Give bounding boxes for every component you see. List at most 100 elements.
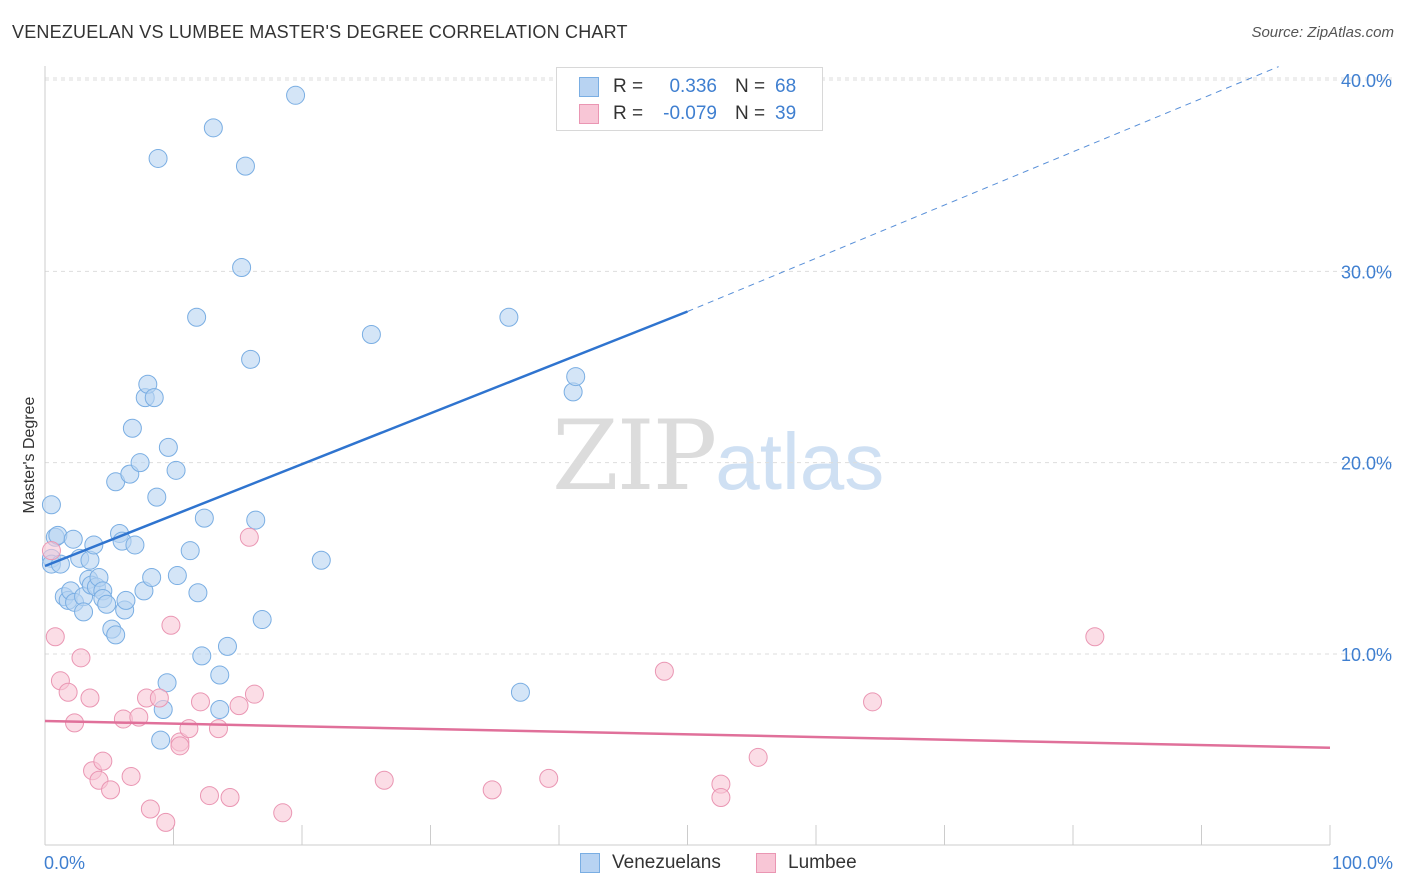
source-label: Source: ZipAtlas.com — [1251, 24, 1394, 41]
lumbee-point — [1085, 627, 1105, 647]
venezuelan-point — [144, 388, 164, 408]
venezuelan-point — [210, 665, 230, 685]
venezuelan-trend-extension — [687, 66, 1279, 312]
series-legend-label: Lumbee — [788, 852, 857, 873]
venezuelan-point — [151, 730, 171, 750]
venezuelan-point — [217, 636, 237, 656]
venezuelan-point — [187, 307, 207, 327]
y-tick-label: 40.0% — [1341, 71, 1392, 91]
venezuelan-point — [232, 258, 252, 278]
lumbee-point — [93, 751, 113, 771]
venezuelan-point — [499, 307, 519, 327]
lumbee-points — [41, 527, 1105, 832]
lumbee-point — [863, 692, 883, 712]
lumbee-point — [149, 688, 169, 708]
venezuelan-point — [125, 535, 145, 555]
venezuelan-point — [106, 625, 126, 645]
lumbee-point — [539, 768, 559, 788]
series-legend: Venezuelans Lumbee — [0, 852, 1406, 876]
venezuelan-point — [566, 367, 586, 387]
lumbee-swatch — [579, 104, 599, 124]
venezuelan-point — [361, 324, 381, 344]
lumbee-point — [199, 786, 219, 806]
x-tick-label: 100.0% — [1332, 853, 1393, 873]
venezuelan-point — [63, 529, 83, 549]
legend-n-label: N = — [735, 103, 766, 124]
venezuelan-point — [97, 594, 117, 614]
lumbee-swatch — [756, 853, 776, 873]
legend-r-label: R = — [613, 76, 644, 97]
lumbee-point — [156, 812, 176, 832]
lumbee-point — [80, 688, 100, 708]
y-tick-label: 20.0% — [1341, 454, 1392, 474]
venezuelan-point — [192, 646, 212, 666]
venezuelan-point — [41, 495, 61, 515]
lumbee-point — [654, 661, 674, 681]
lumbee-point — [140, 799, 160, 819]
legend-r-label: R = — [613, 103, 644, 124]
venezuelan-swatch — [579, 77, 599, 97]
legend-r-value: -0.079 — [663, 103, 717, 124]
lumbee-point — [220, 788, 240, 807]
venezuelan-points — [41, 85, 586, 750]
venezuelan-point — [252, 610, 272, 630]
lumbee-point — [273, 803, 293, 823]
y-tick-label: 10.0% — [1341, 645, 1392, 665]
watermark-atlas: atlas — [715, 417, 885, 506]
venezuelan-point — [142, 567, 162, 587]
lumbee-point — [374, 770, 394, 790]
venezuelan-point — [246, 510, 266, 530]
legend-n-label: N = — [735, 76, 766, 97]
venezuelan-point — [241, 349, 261, 369]
venezuelan-point — [210, 699, 230, 719]
lumbee-point — [244, 684, 264, 704]
venezuelan-point — [510, 682, 530, 702]
lumbee-point — [45, 627, 65, 647]
series-legend-lumbee[interactable]: Lumbee — [756, 852, 857, 874]
venezuelan-point — [203, 118, 223, 138]
venezuelan-point — [148, 148, 168, 168]
lumbee-point — [229, 696, 249, 716]
legend-n-value: 39 — [775, 103, 797, 124]
tick-labels: 10.0% 20.0% 30.0% 40.0% 0.0% 100.0% Master's D… — [21, 71, 1393, 873]
venezuelan-point — [130, 453, 150, 473]
venezuelan-point — [235, 156, 255, 176]
series-legend-venezuelans[interactable]: Venezuelans — [580, 852, 721, 874]
venezuelan-point — [74, 602, 94, 622]
venezuelan-point — [166, 460, 186, 480]
lumbee-point — [482, 780, 502, 800]
chart-title: VENEZUELAN VS LUMBEE MASTER'S DEGREE COR… — [12, 22, 628, 42]
venezuelan-point — [188, 583, 208, 603]
venezuelan-point — [311, 550, 331, 570]
lumbee-point — [41, 541, 61, 561]
venezuelan-point — [286, 85, 306, 105]
lumbee-point — [121, 766, 141, 786]
lumbee-point — [58, 682, 78, 702]
legend-n-value: 68 — [775, 76, 797, 97]
lumbee-point — [208, 719, 228, 739]
venezuelan-point — [167, 566, 187, 586]
lumbee-point — [748, 747, 768, 767]
venezuelan-point — [180, 541, 200, 561]
x-tick-label: 0.0% — [44, 853, 85, 873]
lumbee-point — [179, 719, 199, 739]
venezuelan-trend-line — [44, 310, 688, 568]
lumbee-trend-line — [44, 719, 1331, 750]
lumbee-point — [239, 527, 259, 547]
axes — [44, 66, 1331, 846]
legend-row-venezuelans: R = 0.336 N = 68 — [579, 73, 796, 101]
venezuelan-point — [157, 673, 177, 693]
y-axis-label: Master's Degree — [21, 396, 38, 513]
venezuelan-point — [147, 487, 167, 507]
lumbee-point — [101, 780, 121, 800]
correlation-legend: R = 0.336 N = 68 R = -0.079 N = 39 — [556, 67, 823, 131]
lumbee-point — [190, 692, 210, 712]
lumbee-point — [71, 648, 91, 668]
venezuelan-point — [158, 437, 178, 457]
venezuelan-point — [122, 418, 142, 438]
venezuelan-point — [116, 590, 136, 610]
venezuelan-swatch — [580, 853, 600, 873]
lumbee-point — [711, 788, 731, 807]
legend-r-value: 0.336 — [669, 76, 717, 97]
